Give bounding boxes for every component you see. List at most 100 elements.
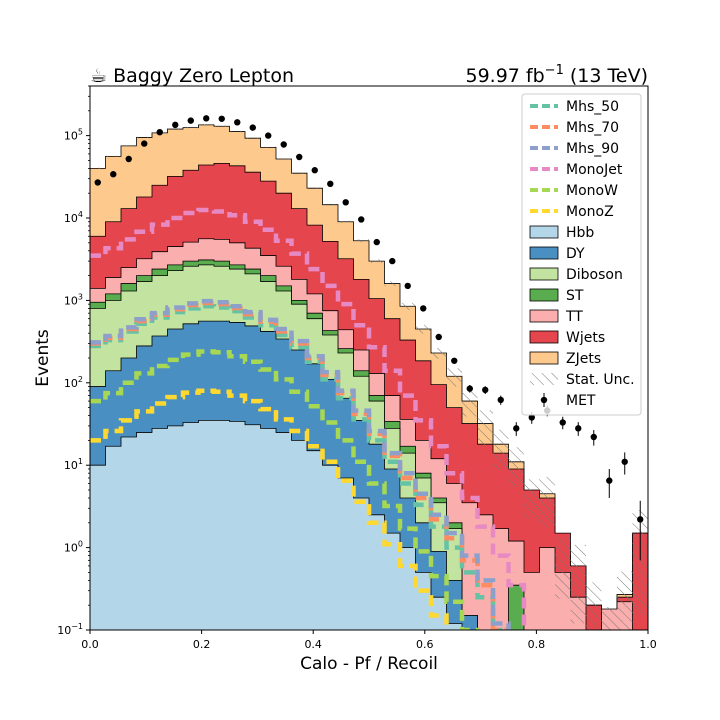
met-point-17 [358,216,365,223]
met-point-24 [466,385,473,393]
legend-label: ZJets [566,351,601,367]
met-point-12 [280,141,287,148]
met-point-4 [156,128,163,136]
stat-unc-bin-8 [214,125,230,127]
stat-unc-bin-15 [322,204,338,206]
stat-unc-bin-30 [555,536,571,599]
met-point-13 [296,153,303,161]
legend-item-met: MET [540,393,596,409]
bar-tt-25 [477,514,493,630]
stat-unc-bin-6 [183,126,199,129]
met-point-6 [187,117,194,124]
met-point-15 [327,180,334,188]
legend-item-dy: DY [529,246,585,262]
stat-unc-bin-20 [400,302,416,310]
bar-hbb-23 [446,623,462,630]
stat-unc-bin-12 [276,158,292,160]
plot-area [90,115,648,630]
bar-hbb-17 [353,497,369,630]
legend-item-zjets: ZJets [529,351,601,367]
stat-unc-bin-17 [353,239,369,243]
bar-dy-23 [446,580,462,630]
legend-label: TT [565,309,583,325]
met-point-23 [451,357,458,364]
legend-item-stat-unc-: Stat. Unc. [530,372,635,388]
legend-item-monoz: MonoZ [530,204,614,220]
legend-label: Stat. Unc. [566,372,635,388]
stat-unc-bin-0 [90,167,106,170]
stat-unc-bin-22 [431,347,447,359]
met-point-8 [218,115,225,122]
met-point-33 [606,468,613,498]
bar-hbb-16 [338,477,354,630]
met-point-10 [249,124,256,131]
legend: Mhs_50 Mhs_70 Mhs_90 MonoJet MonoW MonoZ Hbb DY… [521,93,642,416]
stat-unc-bin-11 [260,146,276,149]
met-point-27 [513,422,520,436]
bar-hbb-14 [307,450,323,630]
outline-hbb [90,419,463,630]
met-point-22 [435,333,442,341]
bar-hbb-2 [121,436,137,630]
bar-hbb-21 [415,572,431,630]
legend-label: Hbb [566,225,594,241]
stat-unc-bin-19 [384,281,400,287]
legend-label: MonoW [566,183,618,199]
y-tick-label: 100 [64,540,83,555]
legend-label: Diboson [566,267,623,283]
x-tick-label: 0.8 [528,638,546,651]
y-tick-label: 101 [64,457,83,472]
stat-unc-bin-35 [632,510,648,616]
bar-hbb-10 [245,424,261,630]
met-point-0 [94,179,101,186]
stat-unc-bin-25 [477,410,493,445]
legend-item-wjets: Wjets [529,330,605,346]
met-point-19 [389,257,396,265]
met-point-11 [265,132,272,139]
y-tick-label: 102 [64,375,83,390]
stat-unc-bin-10 [245,137,261,139]
legend-item-tt: TT [529,309,583,325]
stat-unc-bin-32 [586,582,602,630]
bar-tt-28 [524,572,540,630]
stat-unc-bin-14 [307,187,323,189]
met-point-32 [590,430,597,446]
stat-unc-bin-24 [462,390,478,417]
x-tick-label: 0.6 [416,638,434,651]
signal-line-monojet [90,207,527,630]
stat-unc-bin-23 [446,368,462,387]
x-tick-label: 0.0 [81,638,99,651]
met-point-34 [621,452,628,475]
stat-unc-bin-21 [415,324,431,334]
bar-hbb-8 [214,420,230,630]
legend-item-mhs-50: Mhs_50 [530,99,619,115]
legend-item-st: ST [529,288,584,304]
met-point-14 [311,167,318,174]
bar-hbb-18 [369,514,385,630]
legend-label: Wjets [566,330,605,346]
legend-item-monojet: MonoJet [530,162,623,178]
y-tick-label: 104 [64,210,83,225]
bar-hbb-22 [431,597,447,630]
bar-hbb-9 [229,421,245,630]
met-point-9 [234,119,241,126]
bar-hbb-0 [90,465,106,630]
legend-item-mhs-90: Mhs_90 [530,141,619,157]
bar-tt-29 [539,547,555,630]
bar-hbb-19 [384,533,400,630]
outline-diboson [90,264,478,630]
y-tick-label: 103 [64,292,83,307]
bar-hbb-7 [198,420,214,630]
y-tick-label: 10−1 [57,622,83,637]
bar-hbb-11 [260,428,276,630]
bar-hbb-3 [136,432,152,630]
legend-label: ST [566,288,584,304]
lumi-suffix: (13 TeV) [564,65,648,87]
bar-hbb-4 [152,428,168,630]
legend-item-diboson: Diboson [529,267,623,283]
y-tick-label: 105 [64,128,83,143]
chart-title-left: ☕ Baggy Zero Lepton [90,65,294,87]
stat-unc-bin-16 [338,220,354,223]
met-point-1 [110,171,117,178]
bar-hbb-6 [183,422,199,630]
